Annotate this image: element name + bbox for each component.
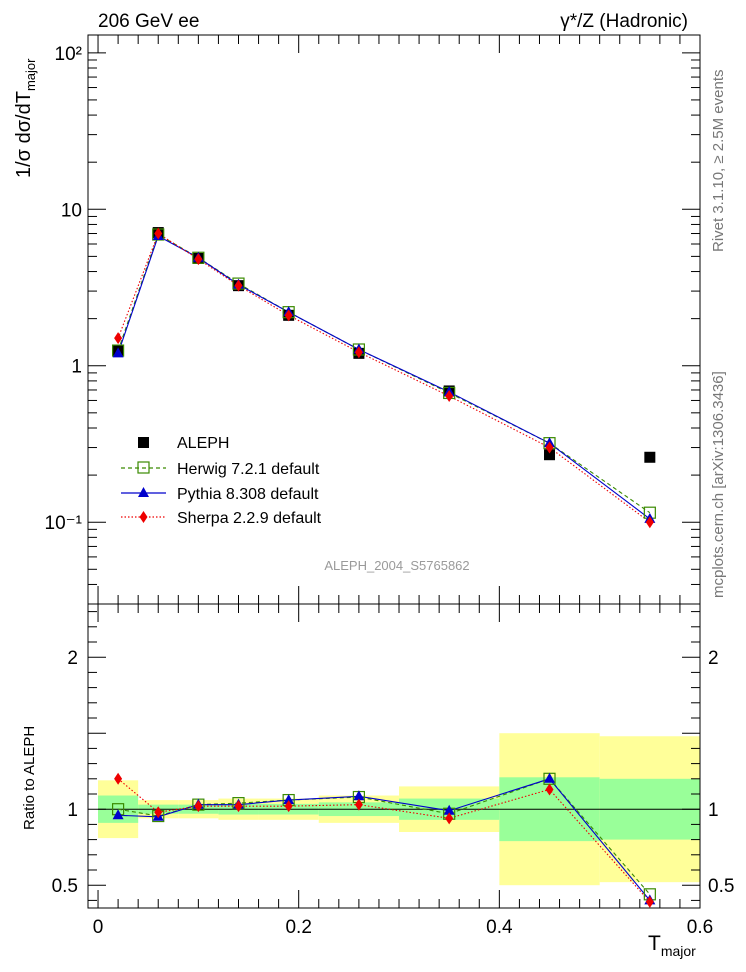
ratio-pythia-point-7 [544,772,556,783]
legend-label-sherpa: Sherpa 2.2.9 default [177,510,322,527]
ratio-y-tick-label-right: 2 [708,648,719,669]
ratio-y-axis-title: Ratio to ALEPH [21,726,38,830]
main-y-tick-label: 10² [55,44,82,65]
legend-label-herwig: Herwig 7.2.1 default [177,461,320,478]
main-pythia-point-0 [112,347,124,358]
main-sherpa-line [117,232,651,523]
main-aleph-point-7 [544,449,556,461]
main-y-tick-label: 1 [71,357,82,378]
ratio-sherpa-point-3 [234,800,243,813]
x-axis-title-subscript: major [661,943,696,959]
legend-marker-aleph [138,437,149,448]
ratio-sherpa-point-8 [645,895,654,908]
main-y-tick-label: 10⁻¹ [45,513,83,534]
data-series [98,227,700,908]
ratio-sherpa-point-1 [154,806,163,819]
main-sherpa-point-1 [154,227,163,240]
x-tick-label: 0.4 [486,917,513,938]
main-sherpa-point-5 [354,346,363,359]
main-sherpa-point-3 [234,279,243,292]
ratio-y-tick-label-right: 0.5 [708,876,734,897]
ratio-y-tick-label-left: 1 [67,800,78,821]
ratio-pythia-point-6 [443,804,455,815]
ratio-sherpa-point-2 [194,800,203,813]
main-sherpa-point-8 [645,516,654,529]
main-sherpa-point-4 [284,309,293,322]
legend-marker-pythia [138,487,149,497]
x-tick-label: 0 [93,917,104,938]
legend-marker-herwig [137,461,150,474]
legend-label-aleph: ALEPH [177,435,229,452]
main-sherpa-point-2 [194,253,203,266]
main-sherpa-point-6 [445,390,454,403]
process-label: γ*/Z (Hadronic) [560,11,688,32]
legend-label-pythia: Pythia 8.308 default [177,486,319,503]
main-y-axis-title: 1/σ dσ/dTmajor [13,58,38,178]
analysis-watermark: ALEPH_2004_S5765862 [324,558,469,573]
legend: ALEPH Herwig 7.2.1 default Pythia 8.308 … [121,435,322,527]
main-y-tick-label: 10 [61,200,82,221]
axis-ticks: 10⁻¹ 1 10 10² 0.5 0.5 1 1 2 2 0 0.2 0.4 0.6 [45,35,734,938]
ratio-pythia-point-4 [283,794,295,805]
x-tick-label: 0.2 [285,917,311,938]
main-sherpa-point-0 [114,332,123,345]
rivet-label: Rivet 3.1.10, ≥ 2.5M events [710,70,727,253]
mcplots-label: mcplots.cern.ch [arXiv:1306.3436] [710,371,727,598]
ratio-sherpa-point-6 [445,812,454,825]
ratio-sherpa-point-5 [354,798,363,811]
energy-label: 206 GeV ee [98,11,199,32]
ratio-sherpa-point-7 [545,783,554,796]
ratio-y-tick-label-left: 2 [67,648,78,669]
ratio-pythia-point-0 [112,809,124,820]
main-y-axis-title-subscript: major [23,58,38,91]
main-aleph-point-8 [644,451,656,463]
ratio-sherpa-point-0 [114,772,123,785]
ratio-y-tick-label-left: 0.5 [52,876,78,897]
legend-marker-sherpa [139,511,148,523]
ratio-plot-frame [87,603,701,909]
x-tick-label: 0.6 [687,917,713,938]
ratio-y-tick-label-right: 1 [708,800,719,821]
ratio-pythia-point-5 [353,790,365,801]
main-sherpa-point-7 [545,441,554,454]
ratio-sherpa-point-4 [284,800,293,813]
